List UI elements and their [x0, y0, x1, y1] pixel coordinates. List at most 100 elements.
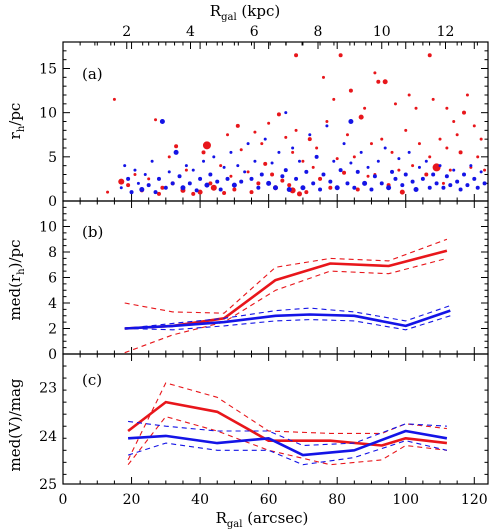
scatter-point-red: [414, 106, 418, 110]
scatter-point-red: [256, 181, 261, 186]
scatter-point-blue: [215, 179, 220, 184]
scatter-point-blue: [318, 187, 323, 192]
scatter-point-blue: [434, 181, 439, 186]
x-bottom-tick-label: 40: [191, 492, 209, 508]
scatter-point-blue: [325, 124, 329, 128]
scatter-point-blue: [187, 181, 192, 186]
x-top-tick-label: 2: [122, 24, 131, 40]
scatter-point-red: [393, 102, 397, 106]
bottom-axis-title-sub: gal: [227, 519, 243, 529]
scatter-point-blue: [352, 185, 357, 190]
scatter-point-red: [191, 191, 196, 196]
panel-c-blue-bound-line: [127, 440, 448, 466]
scatter-point-blue: [462, 172, 467, 177]
scatter-point-red: [184, 168, 188, 172]
scatter-point-blue: [379, 181, 384, 186]
scatter-point-red: [133, 173, 137, 176]
scatter-point-red: [197, 189, 203, 195]
scatter-point-red: [267, 121, 271, 125]
scatter-point-red: [472, 124, 476, 128]
panel-b-red-median-line: [124, 249, 448, 330]
scatter-point-blue: [177, 174, 182, 179]
panel-c-red-bound-line: [127, 416, 447, 466]
panel-b-ytick-label: 4: [48, 296, 57, 312]
scatter-point-red: [222, 191, 227, 196]
scatter-point-blue: [243, 170, 247, 174]
scatter-point-red: [352, 155, 356, 159]
scatter-point-red: [390, 150, 394, 154]
scatter-point-blue: [465, 183, 470, 188]
panel-b-ytick-label: 2: [48, 322, 57, 338]
scatter-point-red: [448, 168, 452, 172]
scatter-point-red: [229, 174, 233, 178]
scatter-point-blue: [349, 161, 353, 165]
scatter-point-red: [126, 183, 131, 188]
scatter-point-blue: [482, 181, 487, 186]
scatter-point-red: [318, 176, 323, 181]
panel-a-ytick-label: 10: [39, 106, 57, 122]
panel-c-blue-bound-line: [128, 420, 447, 447]
x-bottom-tick-label: 20: [123, 492, 141, 508]
scatter-point-red: [253, 130, 257, 134]
scatter-point-blue: [212, 155, 216, 159]
scatter-point-blue: [286, 187, 292, 193]
panel-b-red-bound-line: [124, 257, 448, 354]
scatter-point-blue: [386, 185, 392, 191]
scatter-point-red: [249, 190, 254, 195]
scatter-point-red: [156, 191, 161, 196]
panel-a-ytick-label: 15: [39, 62, 57, 78]
scatter-point-blue: [300, 185, 306, 191]
bottom-axis-title-unit: (arcsec): [242, 509, 308, 527]
scatter-point-blue: [280, 174, 285, 179]
scatter-point-red: [321, 75, 325, 79]
scatter-point-blue: [342, 142, 346, 146]
panel-a-ylabel-unit: /pc: [6, 103, 24, 126]
scatter-point-blue: [469, 164, 473, 168]
scatter-point-red: [219, 164, 223, 168]
scatter-point-blue: [126, 176, 131, 181]
panel-c-blue-median-line: [128, 429, 448, 457]
scatter-point-red: [311, 165, 315, 169]
scatter-point-red: [307, 137, 312, 142]
scatter-point-red: [210, 184, 217, 191]
scatter-point-red: [201, 150, 206, 155]
scatter-point-blue: [180, 185, 186, 191]
scatter-point-blue: [153, 190, 158, 195]
scatter-point-blue: [332, 159, 336, 163]
scatter-point-red: [235, 123, 240, 128]
scatter-point-blue: [119, 186, 123, 190]
scatter-point-blue: [291, 146, 295, 150]
scatter-point-blue: [393, 176, 398, 181]
scatter-point-blue: [314, 154, 319, 159]
scatter-point-blue: [304, 169, 309, 174]
x-top-tick-label: 4: [186, 24, 195, 40]
scatter-point-blue: [204, 182, 210, 188]
scatter-point-red: [315, 146, 319, 150]
scatter-point-red: [479, 137, 483, 141]
panel-c-frame: [62, 353, 489, 485]
scatter-point-blue: [163, 185, 168, 190]
scatter-point-red: [428, 155, 432, 159]
scatter-point-red: [348, 88, 353, 93]
scatter-point-red: [301, 159, 305, 163]
panel-c-ytick-label: 24: [39, 429, 57, 445]
scatter-point-blue: [263, 137, 267, 141]
panel-a-ylabel-sub: h: [16, 125, 27, 132]
panel-b-ytick-label: 0: [48, 347, 57, 363]
panel-b-ylabel-sub: h: [16, 268, 27, 275]
scatter-point-blue: [431, 172, 436, 177]
top-axis-title-sub: gal: [221, 12, 237, 23]
scatter-point-blue: [345, 181, 350, 186]
scatter-point-blue: [390, 169, 395, 174]
scatter-point-blue: [348, 119, 354, 124]
scatter-point-blue: [184, 164, 188, 168]
scatter-point-blue: [458, 187, 463, 192]
scatter-point-red: [369, 142, 373, 146]
scatter-point-blue: [191, 168, 195, 172]
scatter-point-red: [441, 181, 445, 185]
scatter-point-blue: [407, 150, 411, 154]
scatter-point-blue: [359, 150, 363, 154]
scatter-point-blue: [139, 187, 145, 193]
scatter-point-blue: [369, 187, 374, 192]
scatter-point-blue: [194, 188, 199, 193]
